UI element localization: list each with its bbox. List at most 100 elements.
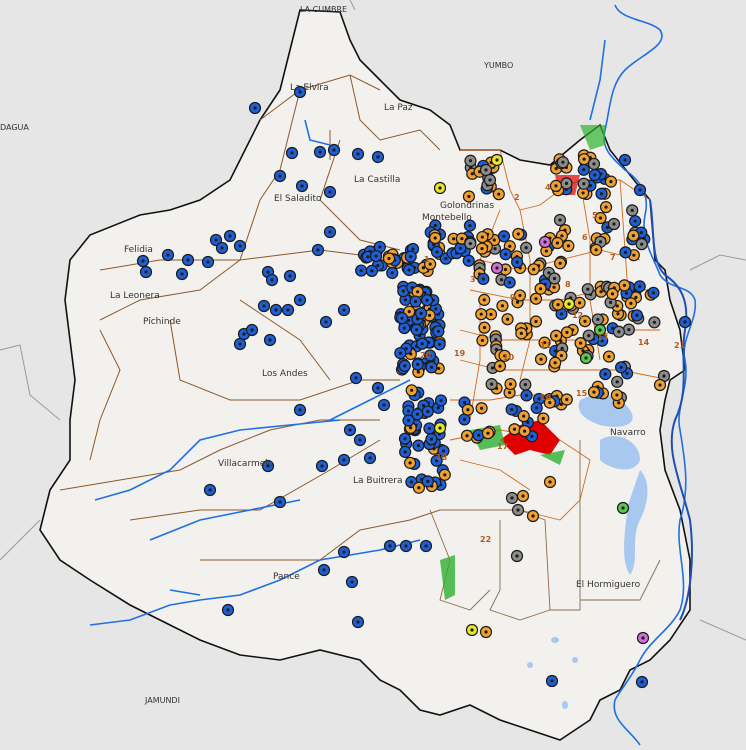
point-marker[interactable]: [549, 179, 563, 192]
point-marker[interactable]: [337, 545, 351, 559]
point-marker[interactable]: [295, 179, 309, 193]
point-marker[interactable]: [534, 353, 548, 366]
point-marker[interactable]: [323, 225, 337, 239]
point-marker[interactable]: [619, 246, 632, 259]
point-marker[interactable]: [403, 456, 417, 469]
point-marker[interactable]: [530, 401, 543, 414]
point-marker[interactable]: [432, 325, 445, 338]
point-marker[interactable]: [327, 143, 341, 157]
point-marker[interactable]: [201, 255, 215, 269]
point-marker[interactable]: [313, 145, 327, 159]
point-marker[interactable]: [581, 283, 594, 296]
point-marker[interactable]: [505, 403, 518, 416]
point-marker[interactable]: [505, 491, 519, 505]
point-marker[interactable]: [513, 289, 527, 302]
point-marker[interactable]: [311, 243, 325, 257]
point-marker[interactable]: [463, 219, 477, 232]
point-marker[interactable]: [351, 147, 365, 161]
point-marker[interactable]: [233, 239, 247, 253]
point-marker[interactable]: [604, 175, 618, 188]
point-marker[interactable]: [476, 230, 489, 244]
point-marker[interactable]: [587, 157, 601, 171]
point-marker[interactable]: [399, 445, 412, 459]
point-marker[interactable]: [538, 235, 552, 249]
point-marker[interactable]: [136, 254, 150, 268]
point-marker[interactable]: [412, 439, 425, 452]
point-marker[interactable]: [555, 307, 568, 321]
point-marker[interactable]: [574, 337, 587, 350]
point-marker[interactable]: [616, 501, 630, 515]
point-marker[interactable]: [245, 323, 259, 337]
point-marker[interactable]: [612, 325, 626, 338]
point-marker[interactable]: [281, 303, 295, 317]
point-marker[interactable]: [537, 412, 550, 425]
point-marker[interactable]: [635, 675, 649, 689]
point-marker[interactable]: [577, 153, 591, 166]
point-marker[interactable]: [269, 303, 283, 317]
point-marker[interactable]: [223, 229, 237, 243]
point-marker[interactable]: [577, 177, 590, 190]
point-marker[interactable]: [265, 273, 279, 287]
point-marker[interactable]: [512, 227, 525, 241]
point-marker[interactable]: [607, 217, 621, 231]
point-marker[interactable]: [479, 163, 493, 177]
point-marker[interactable]: [529, 315, 543, 328]
point-marker[interactable]: [434, 394, 448, 407]
point-marker[interactable]: [578, 315, 592, 328]
point-marker[interactable]: [373, 240, 386, 254]
point-marker[interactable]: [550, 329, 563, 342]
point-marker[interactable]: [499, 248, 512, 261]
point-marker[interactable]: [472, 429, 485, 442]
point-marker[interactable]: [464, 237, 477, 250]
point-marker[interactable]: [477, 272, 490, 286]
point-marker[interactable]: [139, 265, 153, 279]
point-marker[interactable]: [648, 316, 661, 329]
point-marker[interactable]: [626, 204, 639, 217]
point-marker[interactable]: [383, 539, 397, 553]
point-marker[interactable]: [233, 337, 247, 351]
point-marker[interactable]: [404, 250, 417, 263]
point-marker[interactable]: [615, 361, 628, 374]
point-marker[interactable]: [622, 323, 635, 336]
point-marker[interactable]: [553, 213, 567, 227]
point-marker[interactable]: [411, 408, 424, 421]
point-marker[interactable]: [405, 384, 418, 397]
point-marker[interactable]: [543, 396, 556, 409]
point-marker[interactable]: [560, 177, 573, 190]
point-marker[interactable]: [315, 459, 329, 473]
point-marker[interactable]: [493, 359, 507, 373]
point-marker[interactable]: [526, 509, 540, 523]
point-marker[interactable]: [337, 453, 351, 467]
point-marker[interactable]: [510, 549, 524, 563]
point-marker[interactable]: [520, 389, 533, 402]
point-marker[interactable]: [497, 230, 511, 243]
point-marker[interactable]: [369, 249, 383, 263]
point-marker[interactable]: [478, 321, 491, 334]
point-marker[interactable]: [516, 489, 530, 503]
point-marker[interactable]: [319, 315, 333, 329]
point-marker[interactable]: [345, 575, 359, 589]
point-marker[interactable]: [409, 295, 422, 308]
point-marker[interactable]: [215, 241, 229, 255]
point-marker[interactable]: [481, 427, 495, 440]
point-marker[interactable]: [518, 424, 531, 438]
point-marker[interactable]: [478, 293, 491, 306]
point-marker[interactable]: [496, 299, 509, 312]
point-marker[interactable]: [576, 186, 590, 200]
point-marker[interactable]: [610, 388, 623, 402]
point-marker[interactable]: [263, 333, 277, 347]
point-marker[interactable]: [411, 285, 424, 298]
point-marker[interactable]: [527, 263, 540, 276]
point-marker[interactable]: [624, 297, 638, 310]
point-marker[interactable]: [273, 169, 287, 183]
point-marker[interactable]: [382, 252, 396, 265]
point-marker[interactable]: [349, 371, 363, 385]
point-marker[interactable]: [423, 349, 437, 362]
point-marker[interactable]: [161, 248, 175, 262]
marker-layer[interactable]: [136, 85, 692, 689]
point-marker[interactable]: [371, 150, 385, 164]
point-marker[interactable]: [579, 351, 593, 365]
point-marker[interactable]: [498, 349, 511, 362]
point-marker[interactable]: [221, 603, 235, 617]
point-marker[interactable]: [430, 454, 443, 467]
